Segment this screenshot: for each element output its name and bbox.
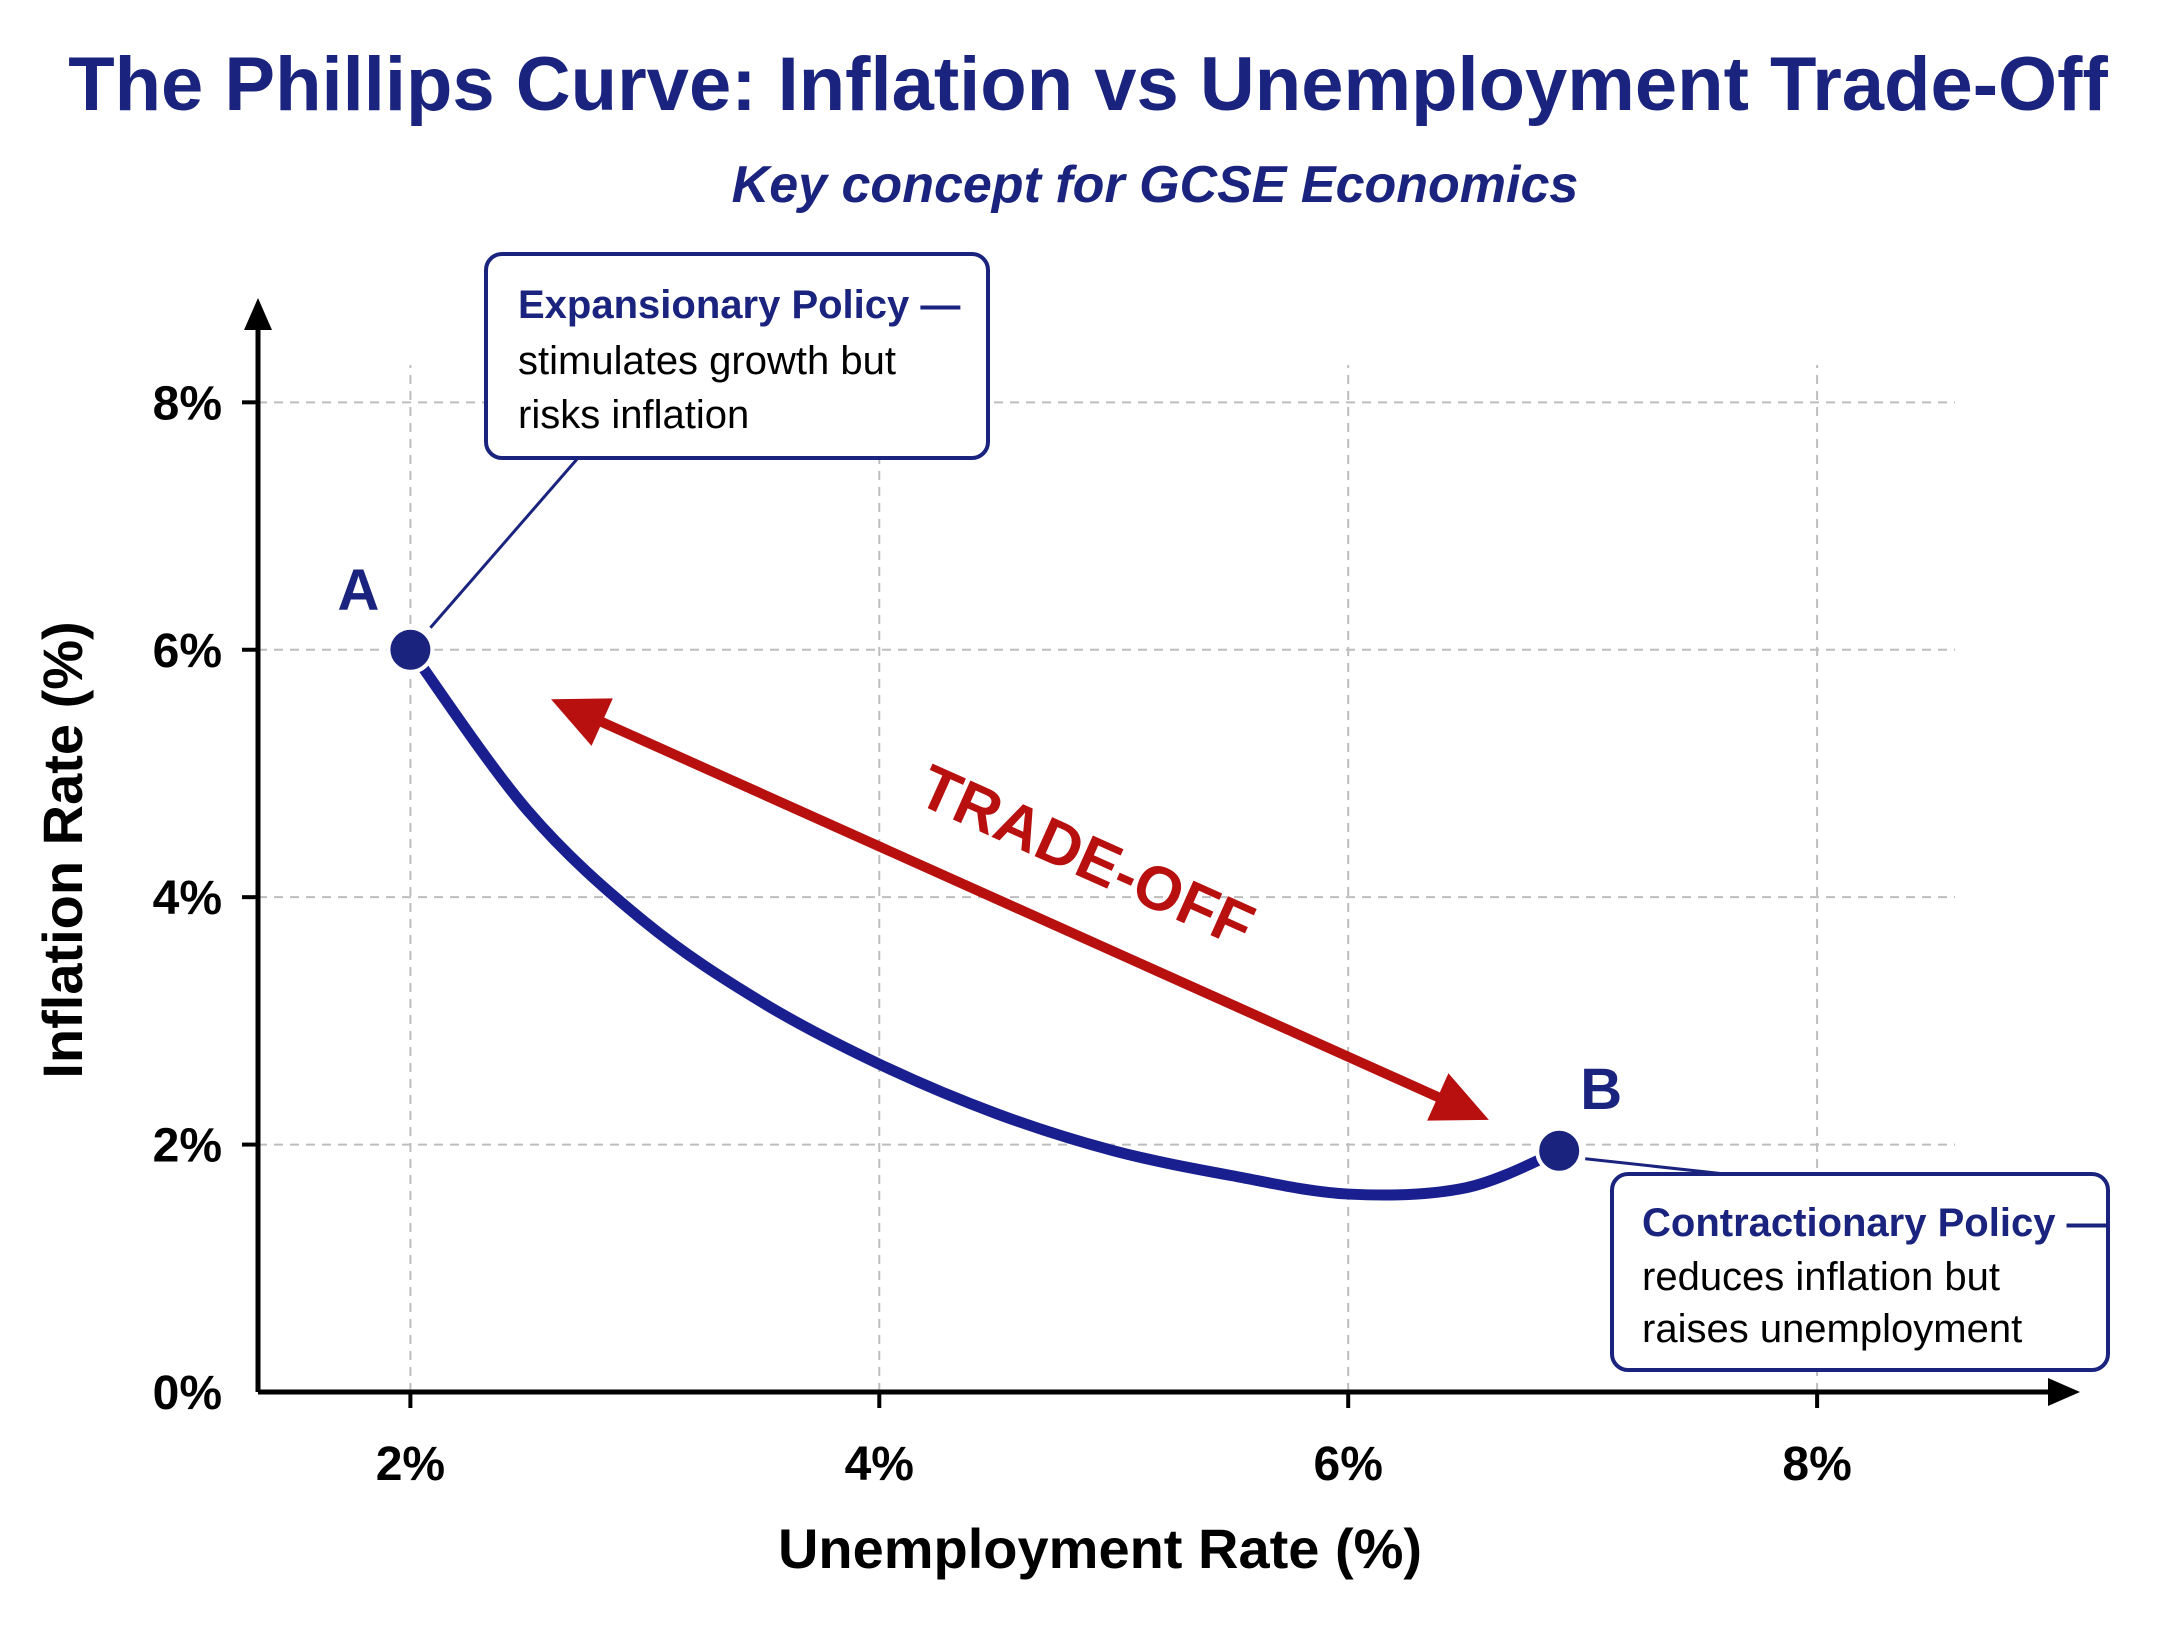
y-axis-label: Inflation Rate (%) — [31, 621, 94, 1078]
trade-off-arrowhead-right — [1427, 1073, 1489, 1121]
x-tick-label: 4% — [845, 1438, 914, 1491]
callout-expansionary-line-1: stimulates growth but — [518, 339, 896, 383]
point-a — [386, 625, 435, 674]
y-tick-label: 6% — [153, 625, 222, 678]
trade-off-label: TRADE-OFF — [909, 752, 1264, 962]
callout-expansionary-box — [484, 252, 990, 460]
x-tick-label: 2% — [376, 1438, 445, 1491]
callout-contractionary: Contractionary Policy — reduces inflatio… — [1610, 1172, 2110, 1372]
y-tick-label: 0% — [153, 1367, 222, 1420]
x-axis-arrowhead — [2048, 1378, 2080, 1406]
y-axis-ticks: 0% 2% 4% 6% 8% — [153, 377, 258, 1420]
axes — [244, 298, 2080, 1406]
callout-contractionary-heading: Contractionary Policy — — [1642, 1201, 2107, 1245]
chart-title: The Phillips Curve: Inflation vs Unemplo… — [68, 42, 2108, 127]
callout-expansionary: Expansionary Policy — stimulates growth … — [484, 252, 990, 460]
trade-off-arrow-shaft — [594, 715, 1446, 1104]
y-tick-label: 8% — [153, 377, 222, 430]
grid — [258, 365, 1955, 1392]
y-tick-label: 4% — [153, 872, 222, 925]
x-tick-label: 6% — [1314, 1438, 1383, 1491]
x-tick-label: 8% — [1782, 1438, 1851, 1491]
point-label-a: A — [337, 558, 379, 623]
phillips-curve-line — [404, 644, 1565, 1201]
data-points: AB — [337, 558, 1622, 1175]
callout-contractionary-line-1: reduces inflation but — [1642, 1255, 2000, 1299]
y-tick-label: 2% — [153, 1120, 222, 1173]
callout-expansionary-heading: Expansionary Policy — — [518, 283, 960, 327]
callout-expansionary-line-2: risks inflation — [518, 393, 749, 437]
callout-b-connector — [1585, 1157, 1726, 1176]
trade-off-arrowhead-left — [551, 698, 613, 746]
callout-contractionary-box — [1610, 1172, 2110, 1372]
callout-contractionary-line-2: raises unemployment — [1642, 1307, 2022, 1351]
callout-a-connector — [429, 457, 580, 629]
x-axis-label: Unemployment Rate (%) — [778, 1517, 1422, 1580]
point-b — [1535, 1126, 1584, 1175]
x-axis-ticks: 2% 4% 6% 8% — [376, 1392, 1852, 1491]
y-axis-arrowhead — [244, 298, 272, 330]
point-label-b: B — [1580, 1057, 1622, 1122]
chart-subtitle: Key concept for GCSE Economics — [732, 156, 1579, 214]
